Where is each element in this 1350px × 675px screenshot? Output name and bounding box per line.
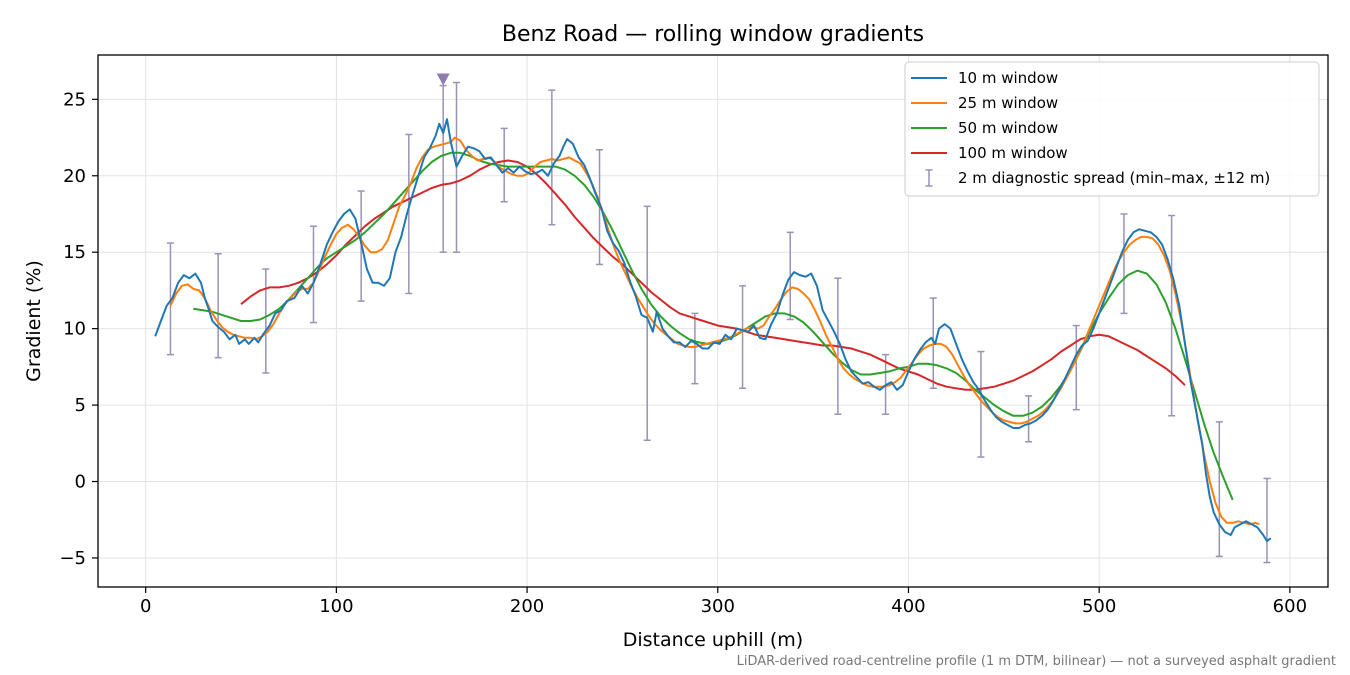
error-bar bbox=[214, 252, 222, 359]
grid bbox=[98, 55, 1328, 587]
legend-label: 50 m window bbox=[958, 119, 1058, 137]
legend-label: 100 m window bbox=[958, 144, 1068, 162]
y-tick-label: 5 bbox=[75, 395, 86, 416]
plot-frame bbox=[97, 54, 1329, 588]
error-bar bbox=[262, 268, 270, 374]
y-tick-label: 10 bbox=[63, 319, 86, 340]
axis-ticks: 0 100 200 300 400 500 600 −5 0 5 10 15 20 25 bbox=[59, 89, 1307, 617]
error-bar bbox=[1072, 324, 1080, 411]
error-bar bbox=[439, 84, 447, 253]
error-bar bbox=[691, 312, 699, 385]
markers bbox=[436, 73, 450, 86]
x-tick-label: 0 bbox=[140, 596, 151, 617]
y-tick-label: 15 bbox=[63, 242, 86, 263]
y-tick-label: 25 bbox=[63, 89, 86, 110]
error-bar bbox=[977, 350, 985, 458]
series-line-100-m-window bbox=[240, 159, 1186, 391]
error-bar bbox=[1215, 421, 1223, 558]
legend-box bbox=[904, 61, 1320, 197]
legend-label: 25 m window bbox=[958, 94, 1058, 112]
chart-title: Benz Road — rolling window gradients bbox=[502, 22, 924, 47]
peak-marker bbox=[436, 73, 450, 86]
series-lines bbox=[154, 118, 1272, 543]
footnote: LiDAR-derived road-centreline profile (1… bbox=[737, 654, 1336, 669]
error-bar bbox=[739, 285, 747, 390]
legend-label: 10 m window bbox=[958, 69, 1058, 87]
x-tick-label: 500 bbox=[1082, 596, 1116, 617]
error-bar bbox=[643, 205, 651, 441]
series-line-10-m-window bbox=[154, 118, 1272, 543]
x-tick-label: 600 bbox=[1273, 596, 1307, 617]
y-tick-label: 20 bbox=[63, 166, 86, 187]
legend-label: 2 m diagnostic spread (min–max, ±12 m) bbox=[958, 169, 1270, 187]
x-tick-label: 100 bbox=[319, 596, 353, 617]
error-bar bbox=[166, 242, 174, 356]
x-tick-label: 200 bbox=[510, 596, 544, 617]
x-axis-label: Distance uphill (m) bbox=[623, 629, 803, 651]
error-bar bbox=[1025, 395, 1033, 443]
error-bar bbox=[1120, 213, 1128, 315]
x-tick-label: 300 bbox=[701, 596, 735, 617]
error-bar bbox=[548, 89, 556, 226]
y-axis-label: Gradient (%) bbox=[23, 260, 45, 382]
y-tick-label: −5 bbox=[59, 548, 86, 569]
legend: 10 m window 25 m window 50 m window 100 m w… bbox=[904, 61, 1320, 197]
error-bar bbox=[929, 297, 937, 390]
y-tick-label: 0 bbox=[75, 472, 86, 493]
x-tick-label: 400 bbox=[891, 596, 925, 617]
error-bar bbox=[1263, 477, 1271, 564]
error-bar bbox=[405, 133, 413, 295]
